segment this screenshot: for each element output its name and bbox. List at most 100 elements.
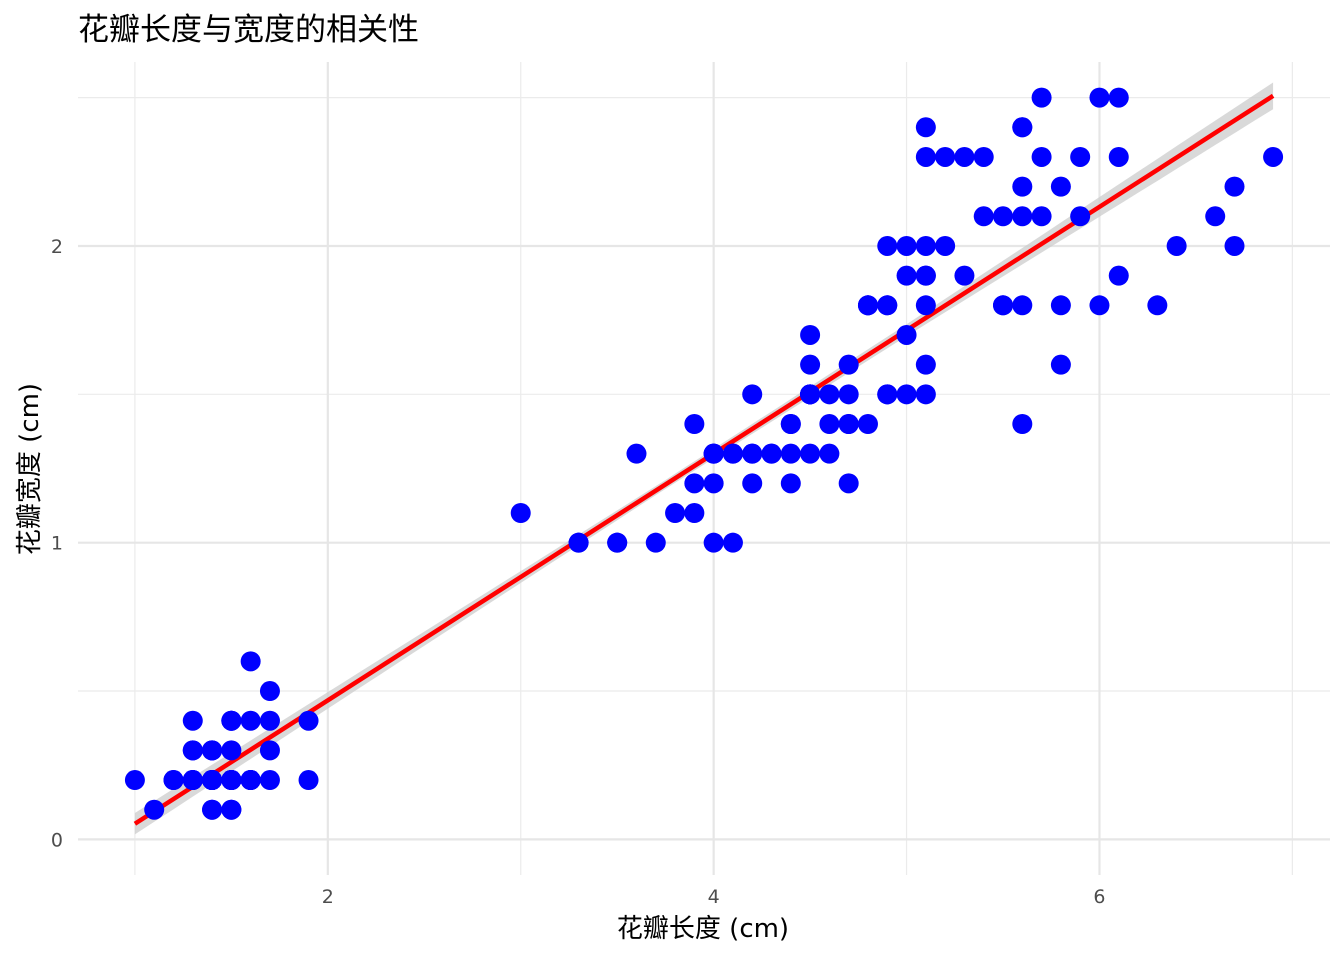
y-tick-label: 0 — [51, 829, 63, 851]
data-point — [144, 799, 165, 820]
x-tick-label: 4 — [708, 886, 720, 908]
data-point — [259, 770, 280, 791]
data-point — [742, 473, 763, 494]
data-point — [684, 413, 705, 434]
data-point — [240, 651, 261, 672]
data-point — [1224, 235, 1245, 256]
data-point — [1108, 146, 1129, 167]
data-point — [915, 384, 936, 405]
data-point — [221, 770, 242, 791]
data-point — [259, 740, 280, 761]
x-tick-label: 6 — [1093, 886, 1105, 908]
data-point — [1012, 117, 1033, 138]
data-point — [935, 146, 956, 167]
data-point — [1224, 176, 1245, 197]
tick-labels: 2 4 6 0 1 2 — [51, 236, 1106, 908]
data-point — [800, 384, 821, 405]
data-point — [703, 443, 724, 464]
data-point — [800, 354, 821, 375]
data-point — [780, 413, 801, 434]
data-point — [1108, 87, 1129, 108]
data-point — [298, 710, 319, 731]
data-point — [819, 413, 840, 434]
data-point — [182, 710, 203, 731]
data-point — [761, 443, 782, 464]
data-point — [935, 235, 956, 256]
data-point — [722, 532, 743, 553]
data-point — [298, 770, 319, 791]
y-tick-label: 2 — [51, 236, 63, 258]
data-point — [1205, 206, 1226, 227]
data-point — [780, 443, 801, 464]
chart-title: 花瓣长度与宽度的相关性 — [78, 12, 419, 48]
data-point — [915, 354, 936, 375]
data-point — [202, 770, 223, 791]
data-point — [202, 799, 223, 820]
data-point — [259, 710, 280, 731]
x-axis-title: 花瓣长度 (cm) — [617, 914, 789, 944]
data-point — [877, 295, 898, 316]
data-point — [780, 473, 801, 494]
data-point — [1166, 235, 1187, 256]
data-point — [896, 265, 917, 286]
data-point — [703, 473, 724, 494]
data-point — [1070, 146, 1091, 167]
data-point — [838, 473, 859, 494]
data-point — [1050, 295, 1071, 316]
data-point — [1012, 176, 1033, 197]
data-point — [838, 384, 859, 405]
y-tick-label: 1 — [51, 533, 63, 555]
data-point — [1050, 354, 1071, 375]
data-point — [973, 146, 994, 167]
data-point — [259, 681, 280, 702]
data-point — [182, 770, 203, 791]
data-point — [124, 770, 145, 791]
data-point — [915, 295, 936, 316]
data-point — [838, 413, 859, 434]
data-points — [124, 87, 1284, 820]
data-point — [1012, 295, 1033, 316]
data-point — [1263, 146, 1284, 167]
grid-lines — [78, 62, 1330, 875]
data-point — [607, 532, 628, 553]
data-point — [800, 324, 821, 345]
data-point — [1089, 87, 1110, 108]
data-point — [915, 117, 936, 138]
data-point — [240, 770, 261, 791]
data-point — [838, 354, 859, 375]
data-point — [626, 443, 647, 464]
data-point — [857, 295, 878, 316]
data-point — [877, 384, 898, 405]
data-point — [896, 384, 917, 405]
data-point — [915, 265, 936, 286]
data-point — [1108, 265, 1129, 286]
data-point — [742, 443, 763, 464]
data-point — [954, 146, 975, 167]
x-tick-label: 2 — [322, 886, 334, 908]
data-point — [915, 146, 936, 167]
data-point — [993, 295, 1014, 316]
data-point — [896, 235, 917, 256]
data-point — [665, 503, 686, 524]
y-axis-title: 花瓣宽度 (cm) — [15, 383, 45, 555]
data-point — [800, 443, 821, 464]
data-point — [819, 384, 840, 405]
data-point — [954, 265, 975, 286]
data-point — [993, 206, 1014, 227]
data-point — [1050, 176, 1071, 197]
data-point — [684, 503, 705, 524]
data-point — [684, 473, 705, 494]
data-point — [896, 324, 917, 345]
data-point — [1012, 206, 1033, 227]
data-point — [182, 740, 203, 761]
data-point — [163, 770, 184, 791]
data-point — [1012, 413, 1033, 434]
data-point — [221, 740, 242, 761]
data-point — [240, 710, 261, 731]
data-point — [915, 235, 936, 256]
data-point — [221, 799, 242, 820]
data-point — [742, 384, 763, 405]
data-point — [1031, 87, 1052, 108]
data-point — [1070, 206, 1091, 227]
